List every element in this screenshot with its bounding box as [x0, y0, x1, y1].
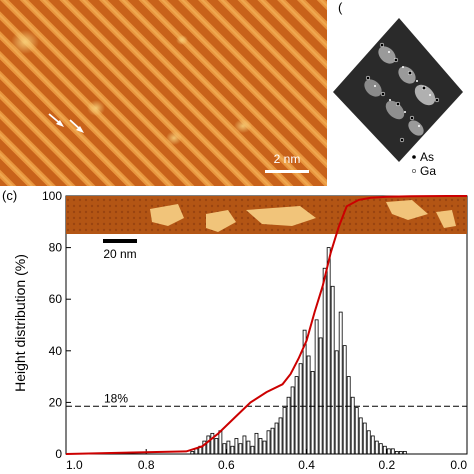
histogram-bar [314, 319, 319, 455]
cumulative-curve [65, 195, 467, 455]
histogram-bar [322, 267, 327, 455]
y-tick-label: 0 [55, 447, 62, 461]
histogram-bar [362, 422, 367, 455]
histogram-bar [206, 435, 211, 455]
panel-b-structure-model: ( As Ga [333, 0, 463, 178]
histogram-bar [254, 432, 259, 455]
histogram-bar [342, 345, 347, 455]
legend-ga: Ga [420, 164, 436, 178]
histogram-bar [330, 285, 335, 455]
x-axis: 1.0 0.8 0.6 0.4 0.2 0.0 [65, 449, 468, 472]
histogram-bar [398, 451, 403, 455]
arrow-icon [48, 113, 64, 127]
histogram-bar [382, 445, 387, 455]
y-tick-label: 100 [42, 189, 62, 203]
histogram-bar [222, 443, 227, 455]
histogram-bar [274, 422, 279, 455]
histogram-bar [266, 430, 271, 455]
y-axis: 0 20 40 60 80 100 [42, 189, 71, 461]
inset-scale-label: 20 nm [103, 247, 136, 261]
panel-c-chart: (c) Height distribution (%) 0 20 40 60 80 100… [2, 188, 468, 472]
histogram-bar [358, 417, 363, 455]
histogram-bar [374, 440, 379, 455]
plot-frame [65, 195, 468, 455]
histogram-bar [286, 396, 291, 455]
reference-line-label: 18% [104, 391, 128, 405]
legend-as-marker [412, 155, 416, 159]
y-tick-label: 80 [49, 241, 63, 255]
arrow-icon [69, 119, 84, 133]
panel-c-label: (c) [2, 188, 17, 203]
histogram-bar [302, 329, 307, 455]
y-tick-label: 20 [49, 395, 63, 409]
y-tick-label: 60 [49, 292, 63, 306]
histogram-bar [306, 355, 311, 455]
histogram-bar [262, 440, 267, 455]
scale-label: 2 nm [274, 152, 301, 166]
histogram-bar [250, 445, 255, 455]
atom-dots [365, 42, 440, 143]
histogram-bar [338, 311, 343, 455]
y-tick-label: 40 [49, 344, 63, 358]
histogram-bar [190, 451, 195, 455]
histogram-bar [202, 440, 207, 455]
panel-b-label: ( [338, 0, 343, 15]
histogram-bar [366, 430, 371, 455]
legend-ga-marker [411, 168, 416, 173]
histogram-bar [354, 407, 359, 455]
histogram-bar [258, 438, 263, 455]
histogram-bar [310, 371, 315, 455]
histogram-bars [190, 247, 407, 455]
panel-a-stm-image: 2 nm [0, 0, 327, 186]
histogram-bar [350, 396, 355, 455]
x-tick-label: 0.8 [138, 458, 155, 472]
histogram-bar [194, 448, 199, 455]
histogram-bar [246, 440, 251, 455]
histogram-bar [390, 448, 395, 455]
histogram-bar [278, 417, 283, 455]
x-tick-label: 0.4 [298, 458, 315, 472]
histogram-bar [214, 438, 219, 455]
histogram-bar [226, 440, 231, 455]
histogram-bar [386, 448, 391, 455]
histogram-bar [242, 435, 247, 455]
histogram-bar [318, 337, 323, 455]
histogram-bar [294, 376, 299, 455]
histogram-bar [290, 386, 295, 455]
histogram-bar [210, 432, 215, 455]
histogram-bar [334, 350, 339, 455]
scale-bar [265, 170, 309, 173]
histogram-bar [218, 430, 223, 455]
histogram-bar [394, 451, 399, 455]
histogram-bar [378, 443, 383, 455]
y-axis-label: Height distribution (%) [12, 254, 28, 392]
histogram-bar [326, 247, 331, 455]
x-tick-label: 1.0 [66, 458, 83, 472]
histogram-bar [370, 435, 375, 455]
x-tick-label: 0.0 [450, 458, 467, 472]
histogram-bar [282, 407, 287, 455]
legend-as: As [420, 150, 434, 164]
histogram-bar [298, 363, 303, 455]
x-tick-label: 0.6 [218, 458, 235, 472]
histogram-bar [346, 376, 351, 455]
histogram-bar [230, 445, 235, 455]
histogram-bar [234, 438, 239, 455]
inset-scale-bar [103, 239, 137, 243]
x-tick-label: 0.2 [378, 458, 395, 472]
histogram-bar [270, 427, 275, 455]
histogram-bar [238, 443, 243, 455]
inset-stm-image [66, 196, 467, 234]
histogram-bar [402, 451, 407, 455]
